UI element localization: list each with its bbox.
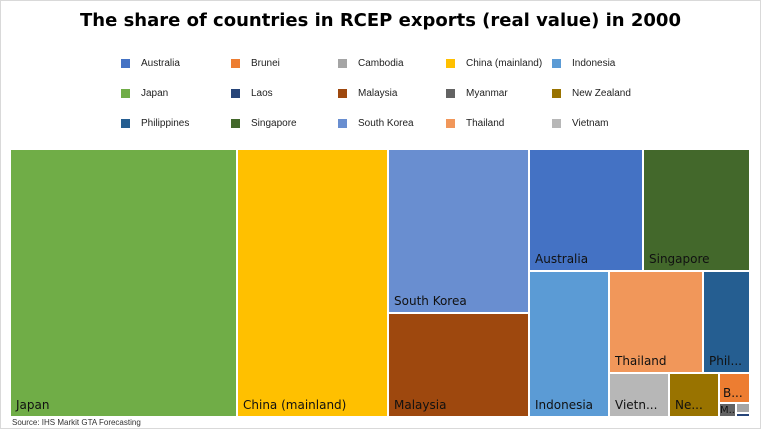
treemap-tile: Malaysia — [388, 313, 529, 417]
treemap-tile: Indonesia — [529, 271, 609, 417]
legend-swatch — [338, 58, 347, 68]
legend-swatch — [121, 118, 130, 128]
legend-swatch — [552, 58, 561, 68]
legend-swatch — [338, 88, 347, 98]
treemap-tile: Japan — [10, 149, 237, 417]
treemap-tile-label: B... — [723, 386, 743, 400]
legend-label: South Korea — [358, 117, 414, 129]
chart-title: The share of countries in RCEP exports (… — [80, 10, 681, 31]
legend-swatch — [446, 58, 455, 68]
legend-label: Cambodia — [358, 57, 404, 69]
legend-swatch — [231, 58, 240, 68]
legend-item: Laos — [231, 87, 273, 99]
legend-swatch — [121, 88, 130, 98]
legend-label: Brunei — [251, 57, 280, 69]
legend-label: Vietnam — [572, 117, 609, 129]
legend-swatch — [231, 88, 240, 98]
treemap-tile: Vietn... — [609, 373, 669, 417]
legend-label: Philippines — [141, 117, 190, 129]
legend-item: Cambodia — [338, 57, 404, 69]
legend-item: New Zealand — [552, 87, 631, 99]
legend-label: New Zealand — [572, 87, 631, 99]
treemap-tile-label: China (mainland) — [243, 398, 347, 412]
legend-label: Japan — [141, 87, 169, 99]
legend-item: Brunei — [231, 57, 280, 69]
legend-item: Philippines — [121, 117, 189, 129]
treemap-tile: B... — [719, 373, 750, 403]
treemap-tile: South Korea — [388, 149, 529, 313]
treemap-tile: Australia — [529, 149, 643, 271]
treemap-tile-label: Thailand — [615, 354, 667, 368]
legend-label: Laos — [251, 87, 273, 99]
legend-item: Singapore — [231, 117, 297, 129]
legend-label: Malaysia — [358, 87, 398, 99]
treemap-tile: Phil... — [703, 271, 750, 373]
legend-label: Australia — [141, 57, 180, 69]
legend-swatch — [552, 88, 561, 98]
legend-label: Thailand — [466, 117, 505, 129]
legend-swatch — [446, 88, 455, 98]
treemap-tile-label: South Korea — [394, 294, 467, 308]
treemap-tile: M... — [719, 403, 736, 417]
treemap-tile-label: M... — [720, 405, 735, 416]
legend-label: Singapore — [251, 117, 297, 129]
treemap-tile — [736, 413, 750, 417]
treemap-tile-label: Indonesia — [535, 398, 594, 412]
treemap-tile-label: Phil... — [709, 354, 742, 368]
treemap-tile-label: Vietn... — [615, 398, 658, 412]
treemap-tile: Singapore — [643, 149, 750, 271]
legend-item: Australia — [121, 57, 180, 69]
legend-item: Myanmar — [446, 87, 508, 99]
treemap-tile-label: Singapore — [649, 252, 710, 266]
treemap-tile-label: Ne... — [675, 398, 703, 412]
legend-label: China (mainland) — [466, 57, 543, 69]
legend-item: Thailand — [446, 117, 504, 129]
legend-swatch — [446, 118, 455, 128]
treemap-tile-label: Australia — [535, 252, 589, 266]
legend-swatch — [338, 118, 347, 128]
legend-swatch — [552, 118, 561, 128]
legend-item: Japan — [121, 87, 168, 99]
legend-item: China (mainland) — [446, 57, 542, 69]
legend-label: Myanmar — [466, 87, 508, 99]
treemap-tile — [736, 403, 750, 413]
legend-item: South Korea — [338, 117, 414, 129]
legend-swatch — [231, 118, 240, 128]
legend-swatch — [121, 58, 130, 68]
treemap-tile: Thailand — [609, 271, 703, 373]
legend-item: Indonesia — [552, 57, 615, 69]
treemap-tile: China (mainland) — [237, 149, 388, 417]
treemap-tile: Ne... — [669, 373, 719, 417]
treemap-tile-label: Japan — [16, 398, 50, 412]
legend-item: Vietnam — [552, 117, 609, 129]
treemap-tile-label: Malaysia — [394, 398, 447, 412]
legend-item: Malaysia — [338, 87, 397, 99]
legend-label: Indonesia — [572, 57, 616, 69]
chart-source: Source: IHS Markit GTA Forecasting — [12, 418, 141, 427]
